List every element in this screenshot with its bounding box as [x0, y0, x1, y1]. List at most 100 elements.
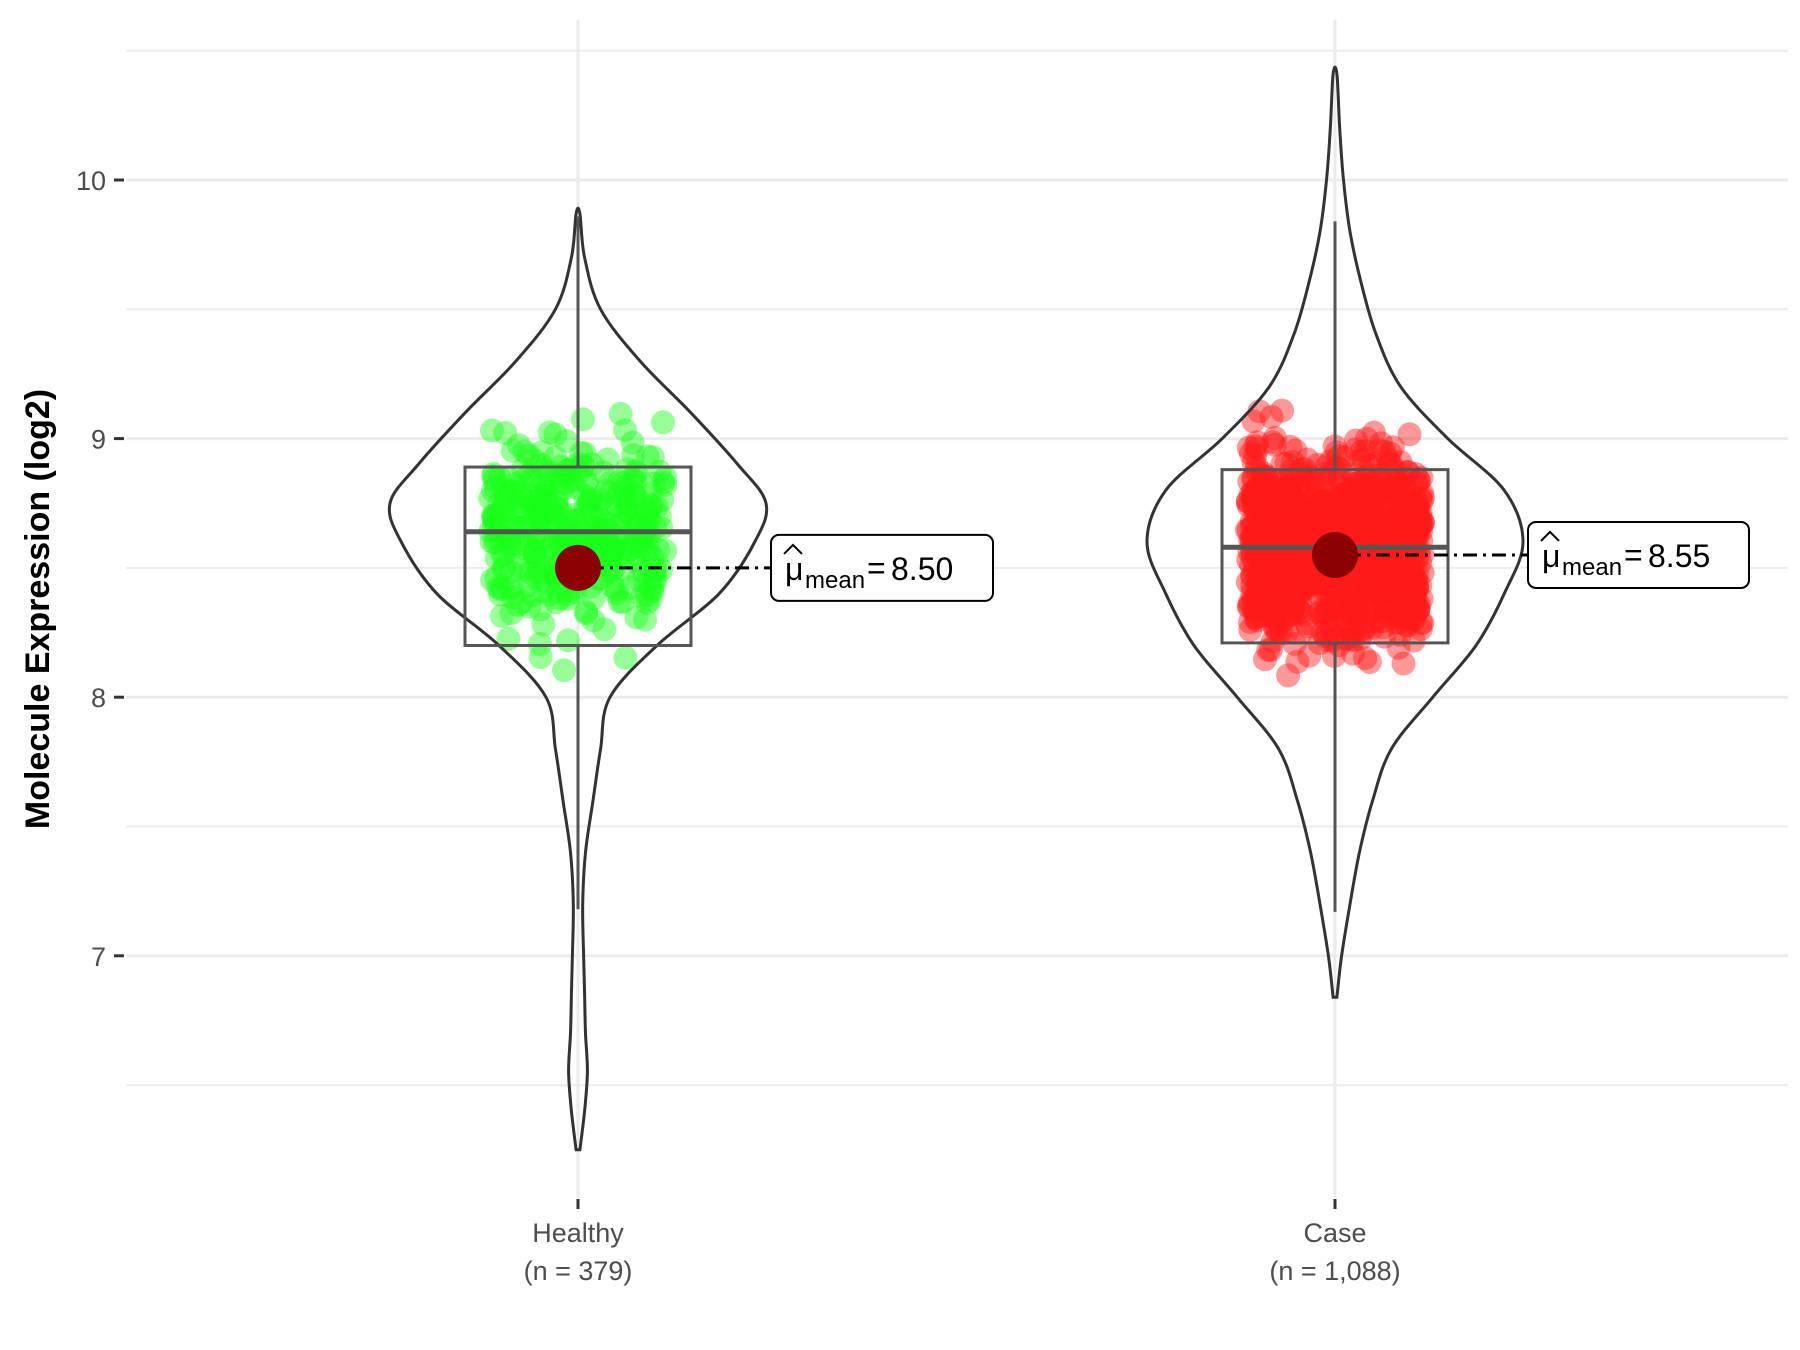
- data-point: [1255, 583, 1280, 608]
- data-point: [1347, 448, 1372, 473]
- data-point: [529, 482, 554, 507]
- data-point: [1378, 556, 1402, 581]
- data-point: [1386, 506, 1410, 531]
- data-point: [653, 465, 678, 490]
- data-point: [574, 471, 599, 496]
- data-point: [1404, 525, 1429, 550]
- data-point: [1393, 588, 1418, 613]
- data-point: [1380, 514, 1405, 539]
- data-point: [580, 501, 605, 526]
- data-point: [1270, 571, 1295, 596]
- data-point: [499, 478, 524, 503]
- data-point: [1372, 552, 1397, 577]
- data-point: [1290, 508, 1315, 533]
- data-point: [1323, 579, 1348, 604]
- data-point: [481, 505, 506, 530]
- data-point: [1279, 523, 1304, 548]
- data-point: [1349, 515, 1374, 540]
- data-point: [1411, 510, 1435, 535]
- data-point: [634, 496, 659, 521]
- data-point: [492, 542, 517, 567]
- data-point: [1341, 641, 1365, 666]
- data-point: [1294, 563, 1319, 587]
- data-point: [500, 438, 525, 463]
- data-point: [1409, 519, 1433, 544]
- data-point: [1245, 575, 1269, 600]
- data-point: [1277, 494, 1302, 518]
- data-point: [1307, 506, 1332, 530]
- data-point: [551, 470, 576, 495]
- data-point: [482, 507, 507, 532]
- data-point: [1410, 481, 1435, 506]
- data-point: [1396, 580, 1421, 605]
- data-point: [1396, 557, 1421, 582]
- data-point: [1408, 486, 1433, 511]
- data-point: [1395, 596, 1419, 621]
- mean-subscript: mean: [805, 567, 865, 594]
- data-point: [1268, 599, 1293, 624]
- data-point: [500, 585, 525, 610]
- data-point: [593, 539, 618, 563]
- data-point: [1316, 510, 1341, 535]
- data-point: [1282, 561, 1307, 586]
- data-point: [1295, 572, 1320, 597]
- data-point: [1244, 521, 1269, 546]
- data-point: [1257, 531, 1282, 556]
- data-point: [496, 466, 521, 491]
- data-point: [631, 559, 656, 584]
- data-point: [1317, 578, 1342, 603]
- data-point: [1377, 474, 1402, 499]
- data-point: [1357, 453, 1382, 478]
- data-point: [1406, 514, 1431, 538]
- data-point: [1362, 523, 1387, 548]
- violin-healthy: [387, 206, 769, 1152]
- data-point: [638, 494, 663, 519]
- data-point: [1320, 572, 1345, 597]
- data-point: [1270, 501, 1295, 526]
- data-point: [1265, 554, 1290, 579]
- data-point: [1405, 498, 1429, 523]
- data-point: [1390, 567, 1415, 592]
- data-point: [1348, 480, 1372, 505]
- data-point: [1288, 459, 1313, 484]
- data-point: [1264, 496, 1289, 521]
- data-point: [1289, 492, 1313, 517]
- data-point: [1405, 560, 1429, 585]
- data-point: [1355, 580, 1380, 604]
- data-point: [1354, 554, 1379, 579]
- data-point: [1263, 573, 1288, 598]
- data-point: [581, 608, 606, 633]
- data-point: [1245, 489, 1270, 514]
- data-point: [1269, 591, 1293, 616]
- data-point: [1335, 486, 1360, 511]
- data-point: [596, 559, 620, 584]
- data-point: [601, 557, 626, 582]
- data-point: [574, 599, 599, 624]
- data-point: [1285, 560, 1310, 585]
- data-point: [1365, 486, 1390, 511]
- data-point: [1381, 571, 1406, 596]
- data-point: [598, 548, 623, 573]
- data-point: [1275, 548, 1300, 572]
- data-point: [508, 480, 533, 505]
- data-point: [1239, 509, 1264, 534]
- data-point: [590, 508, 615, 533]
- data-point: [486, 502, 511, 527]
- data-point: [529, 453, 553, 477]
- data-point: [485, 503, 510, 528]
- data-point: [1376, 557, 1401, 582]
- data-point: [1369, 557, 1394, 582]
- data-point: [1324, 587, 1349, 612]
- data-point: [1285, 480, 1310, 505]
- data-point: [615, 493, 640, 518]
- data-point: [1307, 582, 1331, 607]
- data-point: [1249, 575, 1274, 600]
- data-point: [1255, 517, 1280, 541]
- data-point: [1333, 609, 1358, 634]
- data-point: [1321, 597, 1346, 621]
- data-point: [1383, 520, 1408, 545]
- data-point: [1370, 505, 1395, 530]
- data-point: [1354, 544, 1379, 569]
- data-point: [1360, 487, 1385, 512]
- data-point: [1357, 479, 1382, 504]
